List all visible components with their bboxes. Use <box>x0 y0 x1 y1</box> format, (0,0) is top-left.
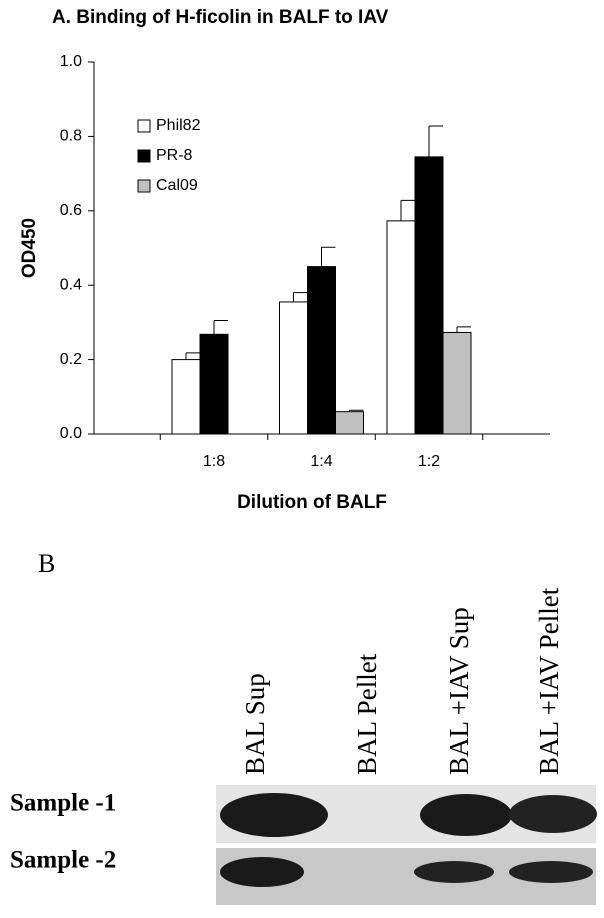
y-tick-label: 0.2 <box>60 351 82 368</box>
blot-band <box>509 795 597 833</box>
legend-swatch <box>137 119 151 133</box>
bar <box>414 156 444 435</box>
y-tick-label: 0.6 <box>60 202 82 219</box>
y-tick-label: 0.0 <box>60 425 82 442</box>
chart-title: A. Binding of H-ficolin in BALF to IAV <box>52 7 389 28</box>
blot-band <box>414 861 494 883</box>
x-tick-label: 1:2 <box>418 453 440 470</box>
error-bar <box>400 199 415 221</box>
y-tick-label: 0.4 <box>60 276 82 293</box>
y-axis-label: OD450 <box>19 218 40 278</box>
bar <box>171 359 201 435</box>
blot-image <box>216 785 597 905</box>
panel-label: B <box>38 549 55 578</box>
legend-swatch <box>137 179 151 193</box>
column-label: BAL +IAV Pellet <box>534 587 564 775</box>
x-tick-label: 1:4 <box>310 453 332 470</box>
legend-label: PR-8 <box>156 147 193 164</box>
blot-band <box>220 857 304 887</box>
error-bar <box>213 320 228 335</box>
column-label: BAL Pellet <box>352 653 382 775</box>
x-tick-label: 1:8 <box>203 453 225 470</box>
legend-label: Phil82 <box>156 117 201 134</box>
error-bar <box>293 292 308 302</box>
column-label: BAL Sup <box>240 673 270 775</box>
blot-band <box>220 793 328 837</box>
blot-band <box>509 861 593 883</box>
plot: 0.0 0.2 0.4 0.6 0.8 1.0 1:8 1:4 1:2 Phil82 PR-8 Cal… <box>60 53 550 470</box>
x-axis-label: Dilution of BALF <box>237 492 387 513</box>
bar <box>279 301 308 435</box>
error-bar <box>321 246 336 267</box>
bar <box>335 411 364 435</box>
bar <box>199 333 229 435</box>
blot-band <box>420 794 512 836</box>
row-label: Sample -1 <box>10 790 116 817</box>
error-bar <box>349 409 364 412</box>
bar <box>386 220 416 435</box>
legend-label: Cal09 <box>156 177 198 194</box>
y-tick-label: 0.8 <box>60 128 82 145</box>
error-bar <box>185 352 200 360</box>
row-label: Sample -2 <box>10 847 116 874</box>
y-tick-label: 1.0 <box>60 53 82 70</box>
error-bar <box>456 326 471 333</box>
legend-swatch <box>137 149 151 163</box>
bar <box>307 266 336 435</box>
bar <box>442 331 472 435</box>
error-bar <box>428 125 443 157</box>
column-label: BAL +IAV Sup <box>444 607 474 775</box>
